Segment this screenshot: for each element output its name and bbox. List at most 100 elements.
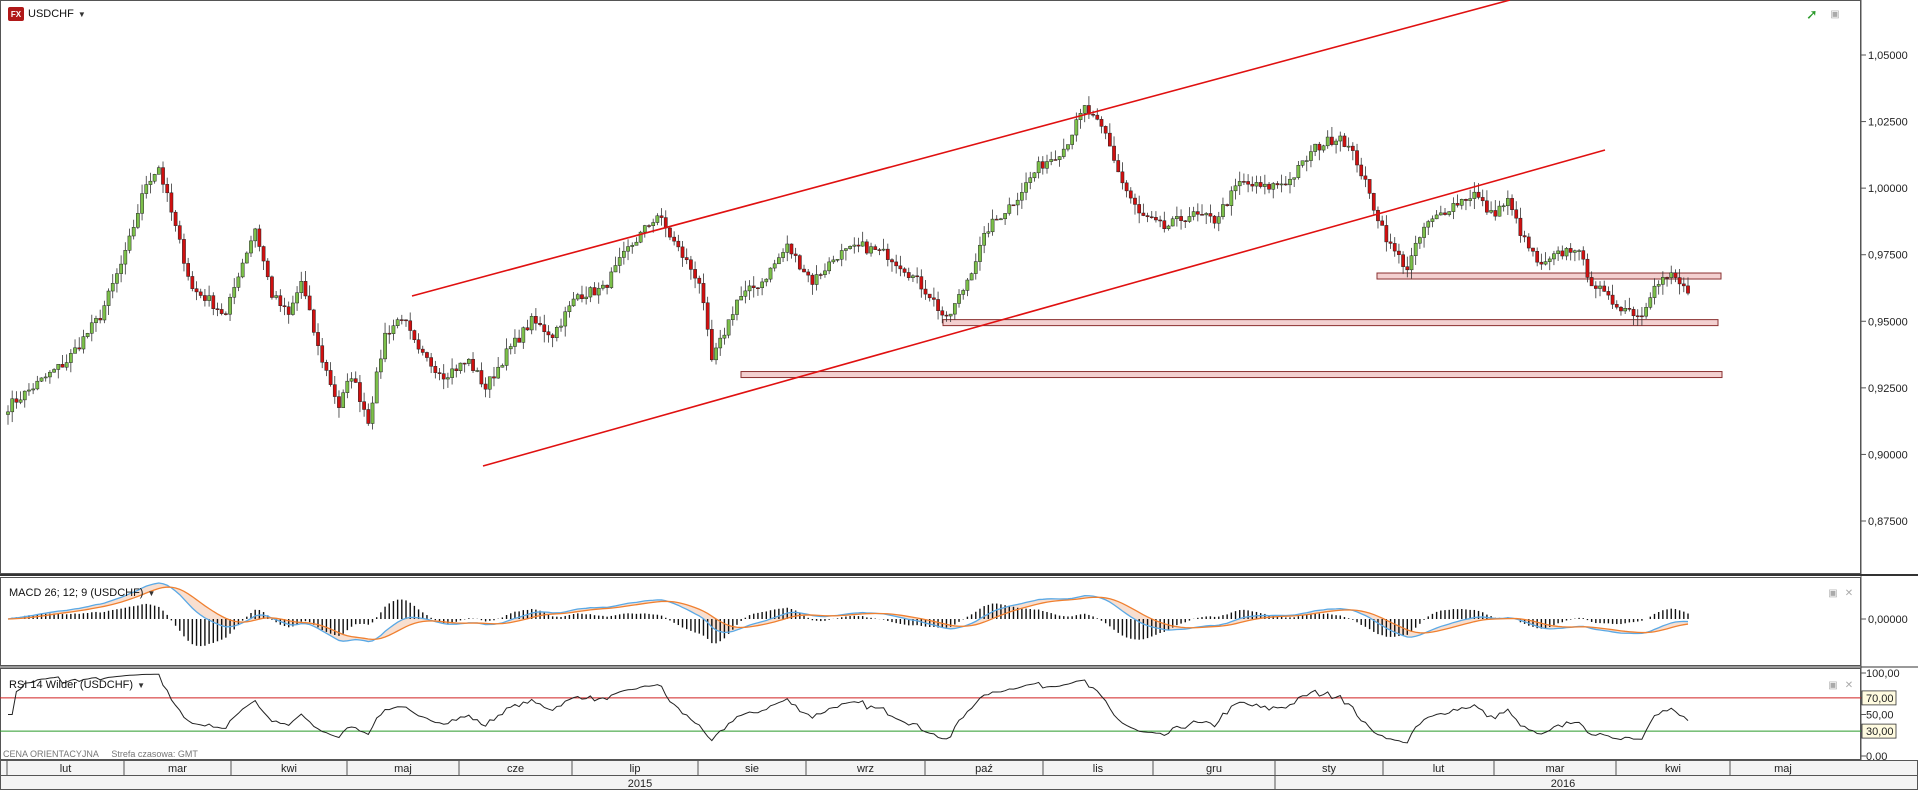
candle — [906, 272, 911, 278]
candle — [500, 365, 505, 368]
candle — [1116, 160, 1121, 173]
candle — [1522, 235, 1527, 238]
candle — [1367, 179, 1372, 194]
close-icon[interactable]: ✕ — [1844, 588, 1854, 599]
candle — [1133, 197, 1137, 205]
candle — [965, 279, 970, 291]
candle — [726, 319, 731, 336]
candle — [538, 323, 542, 325]
candle — [1082, 105, 1087, 114]
candle — [1631, 309, 1636, 317]
candle — [911, 275, 915, 278]
candle — [1145, 215, 1150, 218]
window-icon[interactable]: ▣ — [1828, 680, 1838, 691]
macd-title[interactable]: MACD 26; 12; 9 (USDCHF) ▼ — [9, 587, 155, 599]
candle — [136, 213, 140, 228]
price-panel[interactable] — [0, 0, 1861, 574]
month-label: cze — [507, 763, 524, 775]
candle — [274, 295, 278, 298]
candle — [1229, 190, 1234, 206]
year-label: 2015 — [628, 778, 652, 790]
month-label: mar — [1546, 763, 1565, 775]
candle — [1623, 308, 1628, 312]
candle — [575, 294, 580, 300]
instrument-selector[interactable]: FX USDCHF ▼ — [8, 7, 86, 21]
time-axis: lut mar kwi maj cze lip sie wrz paź lis gru sty lut m… — [0, 760, 1918, 790]
candle — [1334, 140, 1338, 145]
close-icon[interactable]: ✕ — [1844, 680, 1854, 691]
month-label: maj — [394, 763, 412, 775]
trendline-upper — [411, 0, 1511, 297]
candle — [391, 325, 396, 334]
chevron-down-icon[interactable]: ▼ — [147, 588, 156, 598]
trend-icon[interactable]: ➚ — [1806, 6, 1818, 22]
candle — [1195, 211, 1200, 215]
candle — [596, 287, 601, 296]
candle — [739, 296, 744, 301]
candle — [785, 243, 790, 253]
candle — [94, 318, 98, 324]
candle — [68, 353, 73, 363]
candle — [1665, 277, 1669, 279]
candle — [1212, 215, 1217, 224]
candle — [647, 225, 651, 227]
candle — [207, 295, 211, 301]
candle — [1610, 294, 1615, 305]
candle — [278, 295, 283, 307]
candle — [1283, 183, 1288, 186]
candle — [1103, 126, 1108, 134]
rsi-tick-label: 100,00 — [1866, 668, 1900, 680]
candle — [81, 336, 86, 350]
candle — [823, 270, 827, 275]
candle — [1526, 236, 1531, 249]
candle — [1296, 165, 1301, 178]
candle — [1321, 145, 1326, 151]
instrument-label: USDCHF — [28, 8, 74, 20]
candle — [215, 308, 220, 310]
candle — [48, 371, 52, 378]
candle — [856, 244, 861, 247]
candle — [353, 378, 358, 383]
candle — [831, 259, 836, 263]
candle — [320, 345, 325, 363]
window-icon[interactable]: ▣ — [1830, 9, 1840, 20]
chevron-down-icon[interactable]: ▼ — [77, 9, 86, 19]
candle — [848, 246, 852, 249]
candle — [630, 245, 635, 247]
candle — [1128, 190, 1133, 199]
y-tick-label: 0,95000 — [1868, 316, 1908, 328]
candle — [554, 327, 559, 338]
candle — [768, 267, 773, 280]
candle — [244, 252, 249, 264]
candle — [1573, 250, 1577, 253]
candle — [789, 243, 794, 255]
candle — [605, 284, 609, 288]
candle — [77, 347, 82, 350]
y-tick-label: 0,87500 — [1868, 516, 1908, 528]
candle — [446, 377, 450, 380]
candle — [408, 320, 413, 331]
candle — [617, 257, 622, 266]
candle — [311, 309, 316, 333]
rsi-title[interactable]: RSI 14 Wilder (USDCHF) ▼ — [9, 679, 145, 691]
chevron-down-icon[interactable]: ▼ — [137, 680, 145, 690]
candle — [35, 380, 40, 390]
candle — [1485, 200, 1489, 213]
candle — [571, 298, 576, 307]
candle — [1627, 308, 1632, 310]
window-icon[interactable]: ▣ — [1828, 588, 1838, 599]
candle — [249, 240, 253, 254]
rsi-panel[interactable] — [0, 668, 1861, 760]
candle — [1187, 216, 1192, 222]
candle — [106, 290, 111, 306]
candle — [1673, 272, 1678, 278]
candle — [307, 295, 312, 311]
candle — [529, 316, 534, 331]
month-label: kwi — [1665, 763, 1681, 775]
candle — [1468, 198, 1472, 201]
candle — [1342, 135, 1347, 147]
candle — [584, 296, 589, 299]
candle — [1279, 183, 1284, 186]
